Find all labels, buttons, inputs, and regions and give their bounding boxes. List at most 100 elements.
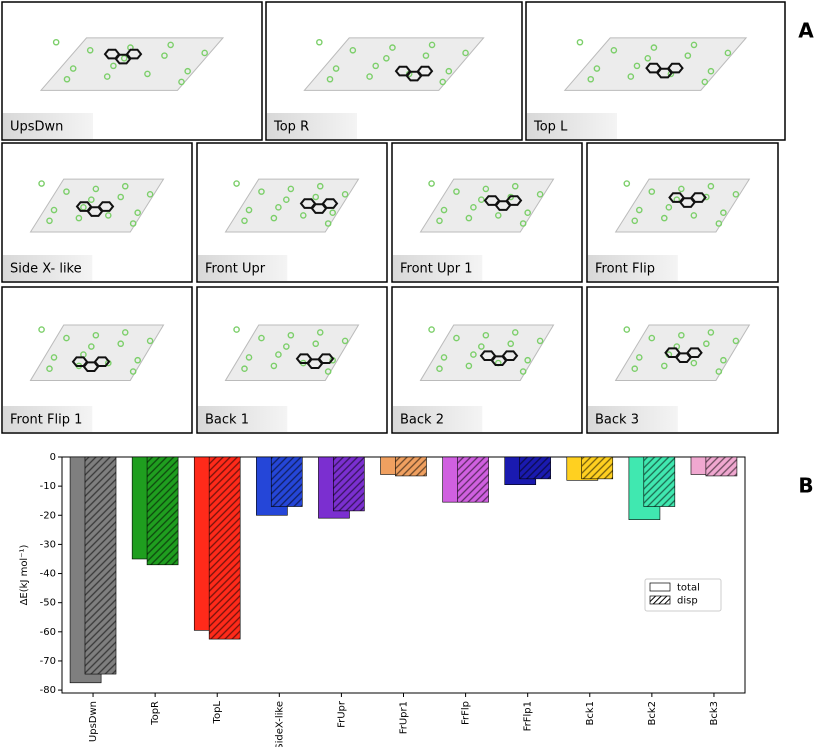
chlorine-atom	[724, 49, 732, 57]
chlorine-atom	[436, 365, 443, 373]
chlorine-atom	[63, 75, 71, 83]
bar	[643, 456, 676, 507]
bar	[457, 456, 489, 503]
chlorine-atom	[519, 220, 527, 227]
chlorine-atom	[623, 326, 631, 333]
chlorine-atom	[38, 180, 45, 187]
chlorine-atom	[326, 75, 334, 83]
chlorine-atom	[110, 62, 117, 70]
label-box	[267, 113, 357, 139]
chlorine-atom	[576, 38, 584, 46]
molecule-ring	[416, 65, 434, 77]
chlorine-atom	[104, 212, 112, 219]
molecule-ring	[505, 195, 523, 206]
structure-label: Top R	[273, 120, 309, 135]
bar	[581, 456, 614, 480]
chlorine-atom	[478, 343, 485, 350]
chlorine-atom	[63, 188, 70, 195]
chlorine-atom	[146, 337, 154, 345]
chlorine-atom	[428, 180, 435, 187]
chlorine-atom	[648, 188, 656, 195]
bar	[519, 456, 551, 480]
molecule-ring	[667, 62, 684, 74]
chlorine-atom	[701, 78, 709, 86]
chlorine-atom	[690, 359, 698, 367]
chlorine-atom	[524, 209, 531, 217]
chlorine-atom	[462, 49, 469, 57]
chlorine-atom	[623, 180, 631, 187]
chlorine-atom	[134, 209, 141, 217]
y-tick-label: -80	[40, 685, 56, 696]
chlorine-atom	[275, 204, 282, 211]
chlorine-atom	[161, 52, 168, 59]
chlorine-atom	[524, 356, 531, 364]
chlorine-atom	[635, 206, 643, 214]
x-tick-label: SideX-like	[274, 701, 285, 747]
molecule-ring	[317, 353, 335, 365]
chlorine-atom	[38, 326, 45, 333]
chlorine-atom	[275, 351, 282, 358]
x-tick-label: FrUpr1	[399, 701, 410, 734]
chlorine-atom	[283, 343, 290, 350]
structure-panel: Front Flip 1	[1, 286, 193, 434]
label-box	[3, 406, 93, 432]
chlorine-atom	[650, 44, 658, 51]
chlorine-atom	[178, 78, 185, 86]
chlorine-atom	[648, 334, 656, 342]
x-tick-label: TopR	[150, 701, 161, 726]
chlorine-atom	[389, 44, 396, 51]
chlorine-atom	[316, 38, 323, 46]
panel-label: A	[798, 19, 814, 43]
molecule-ring	[686, 347, 703, 359]
chlorine-atom	[690, 41, 698, 49]
label-box	[588, 255, 678, 281]
chlorine-atom	[478, 196, 485, 204]
chlorine-atom	[507, 340, 515, 348]
chlorine-atom	[732, 191, 740, 198]
chlorine-atom	[329, 209, 336, 217]
label-box	[393, 406, 483, 432]
chlorine-atom	[720, 356, 727, 364]
chlorine-atom	[349, 46, 357, 54]
x-tick-label: FrFlp1	[523, 701, 534, 731]
y-tick-label: -60	[40, 627, 56, 638]
legend-swatch	[649, 582, 671, 592]
chlorine-atom	[241, 217, 248, 225]
chlorine-atom	[287, 185, 295, 193]
chlorine-atom	[167, 41, 174, 49]
chlorine-atom	[482, 331, 490, 339]
y-tick-label: -10	[40, 481, 56, 492]
chlorine-atom	[287, 331, 295, 339]
chlorine-atom	[707, 329, 715, 336]
chlorine-atom	[121, 329, 129, 336]
chlorine-atom	[707, 67, 715, 75]
chlorine-atom	[439, 78, 447, 86]
chlorine-atom	[184, 67, 191, 75]
structure-label: Top L	[533, 120, 568, 135]
chlorine-atom	[312, 193, 320, 201]
chlorine-atom	[233, 326, 240, 333]
label-box	[198, 406, 288, 432]
structure-label: Front Flip	[595, 262, 655, 277]
structure-panel: Back 3	[586, 286, 779, 434]
panel-label: B	[798, 474, 813, 498]
legend-label: disp	[677, 596, 698, 607]
structure-label: Side X- like	[10, 262, 82, 277]
label-box	[588, 406, 678, 432]
y-tick-label: -30	[40, 539, 56, 550]
chlorine-atom	[610, 46, 618, 54]
label-box	[3, 113, 93, 139]
chlorine-atom	[690, 212, 698, 219]
chlorine-atom	[372, 62, 379, 70]
x-tick-label: TopL	[212, 701, 223, 725]
chlorine-atom	[245, 206, 253, 214]
chlorine-atom	[270, 362, 278, 370]
chlorine-atom	[245, 354, 253, 361]
structure-label: Front Flip 1	[10, 413, 82, 428]
chlorine-atom	[134, 356, 141, 364]
chlorine-atom	[92, 331, 100, 339]
graphene-sheet	[303, 37, 485, 91]
bar	[705, 456, 738, 477]
chlorine-atom	[69, 65, 77, 72]
